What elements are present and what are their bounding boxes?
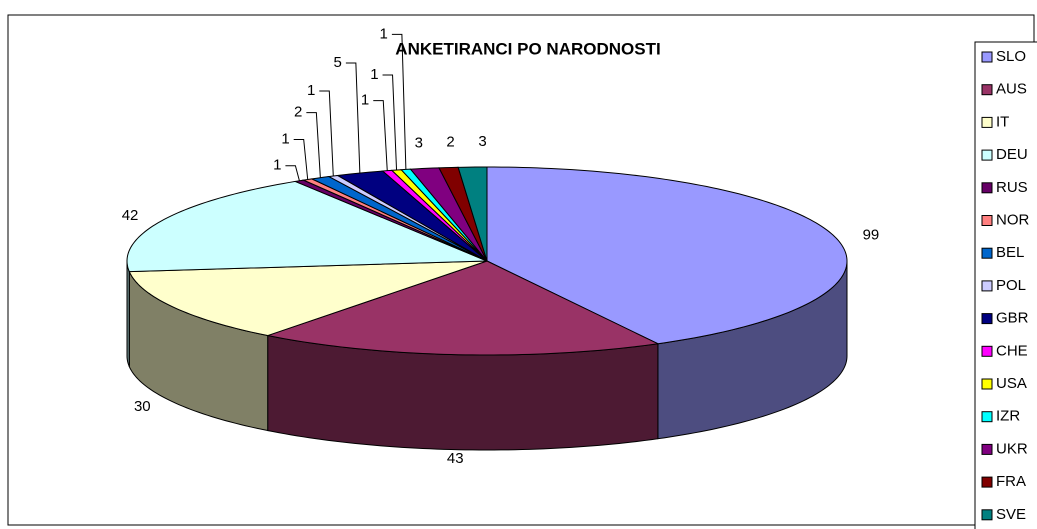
legend-label: RUS bbox=[996, 179, 1028, 196]
legend-label: SVE bbox=[996, 506, 1026, 523]
legend-label: DEU bbox=[996, 146, 1028, 163]
legend-swatch bbox=[981, 51, 993, 63]
legend-swatch bbox=[981, 149, 993, 161]
legend-swatch bbox=[981, 509, 993, 521]
slice bbox=[409, 167, 488, 262]
legend-label: NOR bbox=[996, 211, 1030, 228]
legend-label: POL bbox=[996, 277, 1026, 294]
data-label: 30 bbox=[134, 398, 151, 415]
legend-label: BEL bbox=[996, 244, 1024, 261]
leader-line bbox=[306, 112, 321, 178]
data-label: 99 bbox=[863, 227, 880, 244]
legend-label: GBR bbox=[996, 310, 1029, 327]
data-label: 1 bbox=[380, 25, 388, 42]
leader-line bbox=[382, 74, 398, 171]
data-label: 42 bbox=[122, 207, 139, 224]
chart-title: ANKETIRANCI PO NARODNOSTI bbox=[395, 39, 660, 58]
data-label: 5 bbox=[334, 54, 342, 71]
legend-label: IT bbox=[996, 113, 1009, 130]
legend-label: UKR bbox=[996, 440, 1028, 457]
legend-swatch bbox=[981, 411, 993, 423]
legend-label: IZR bbox=[996, 408, 1020, 425]
data-label: 2 bbox=[294, 104, 302, 121]
leader-line bbox=[345, 62, 361, 174]
slice bbox=[126, 180, 488, 273]
legend-swatch bbox=[981, 345, 993, 357]
data-label: 1 bbox=[370, 66, 378, 83]
legend-swatch bbox=[981, 313, 993, 325]
data-label: 43 bbox=[447, 450, 464, 467]
data-label: 3 bbox=[478, 133, 486, 150]
legend-swatch bbox=[981, 182, 993, 194]
legend-label: SLO bbox=[996, 48, 1026, 65]
legend-swatch bbox=[981, 280, 993, 292]
legend-swatch bbox=[981, 476, 993, 488]
legend-swatch bbox=[981, 215, 993, 226]
legend-label: AUS bbox=[996, 81, 1027, 98]
legend-swatch bbox=[981, 247, 993, 259]
slice bbox=[265, 260, 660, 356]
data-label: 1 bbox=[281, 130, 289, 147]
slice-side bbox=[126, 260, 130, 367]
data-label: 1 bbox=[361, 92, 369, 109]
data-label: 1 bbox=[307, 82, 315, 99]
slice bbox=[128, 260, 488, 337]
slice bbox=[457, 166, 488, 262]
legend-swatch bbox=[981, 84, 993, 96]
legend-swatch bbox=[981, 116, 993, 128]
legend-swatch bbox=[981, 443, 993, 455]
legend-swatch bbox=[981, 378, 993, 390]
slice bbox=[336, 170, 488, 262]
leader-line bbox=[373, 100, 388, 171]
slice bbox=[486, 166, 848, 345]
data-label: 2 bbox=[446, 134, 454, 151]
leader-line bbox=[285, 165, 300, 181]
legend-label: USA bbox=[996, 375, 1027, 392]
leader-line bbox=[319, 90, 334, 177]
legend-label: FRA bbox=[996, 473, 1026, 490]
leader-line bbox=[391, 33, 407, 170]
leader-line bbox=[293, 138, 309, 180]
data-label: 3 bbox=[415, 134, 423, 151]
data-label: 1 bbox=[273, 157, 281, 174]
legend-label: CHE bbox=[996, 342, 1028, 359]
